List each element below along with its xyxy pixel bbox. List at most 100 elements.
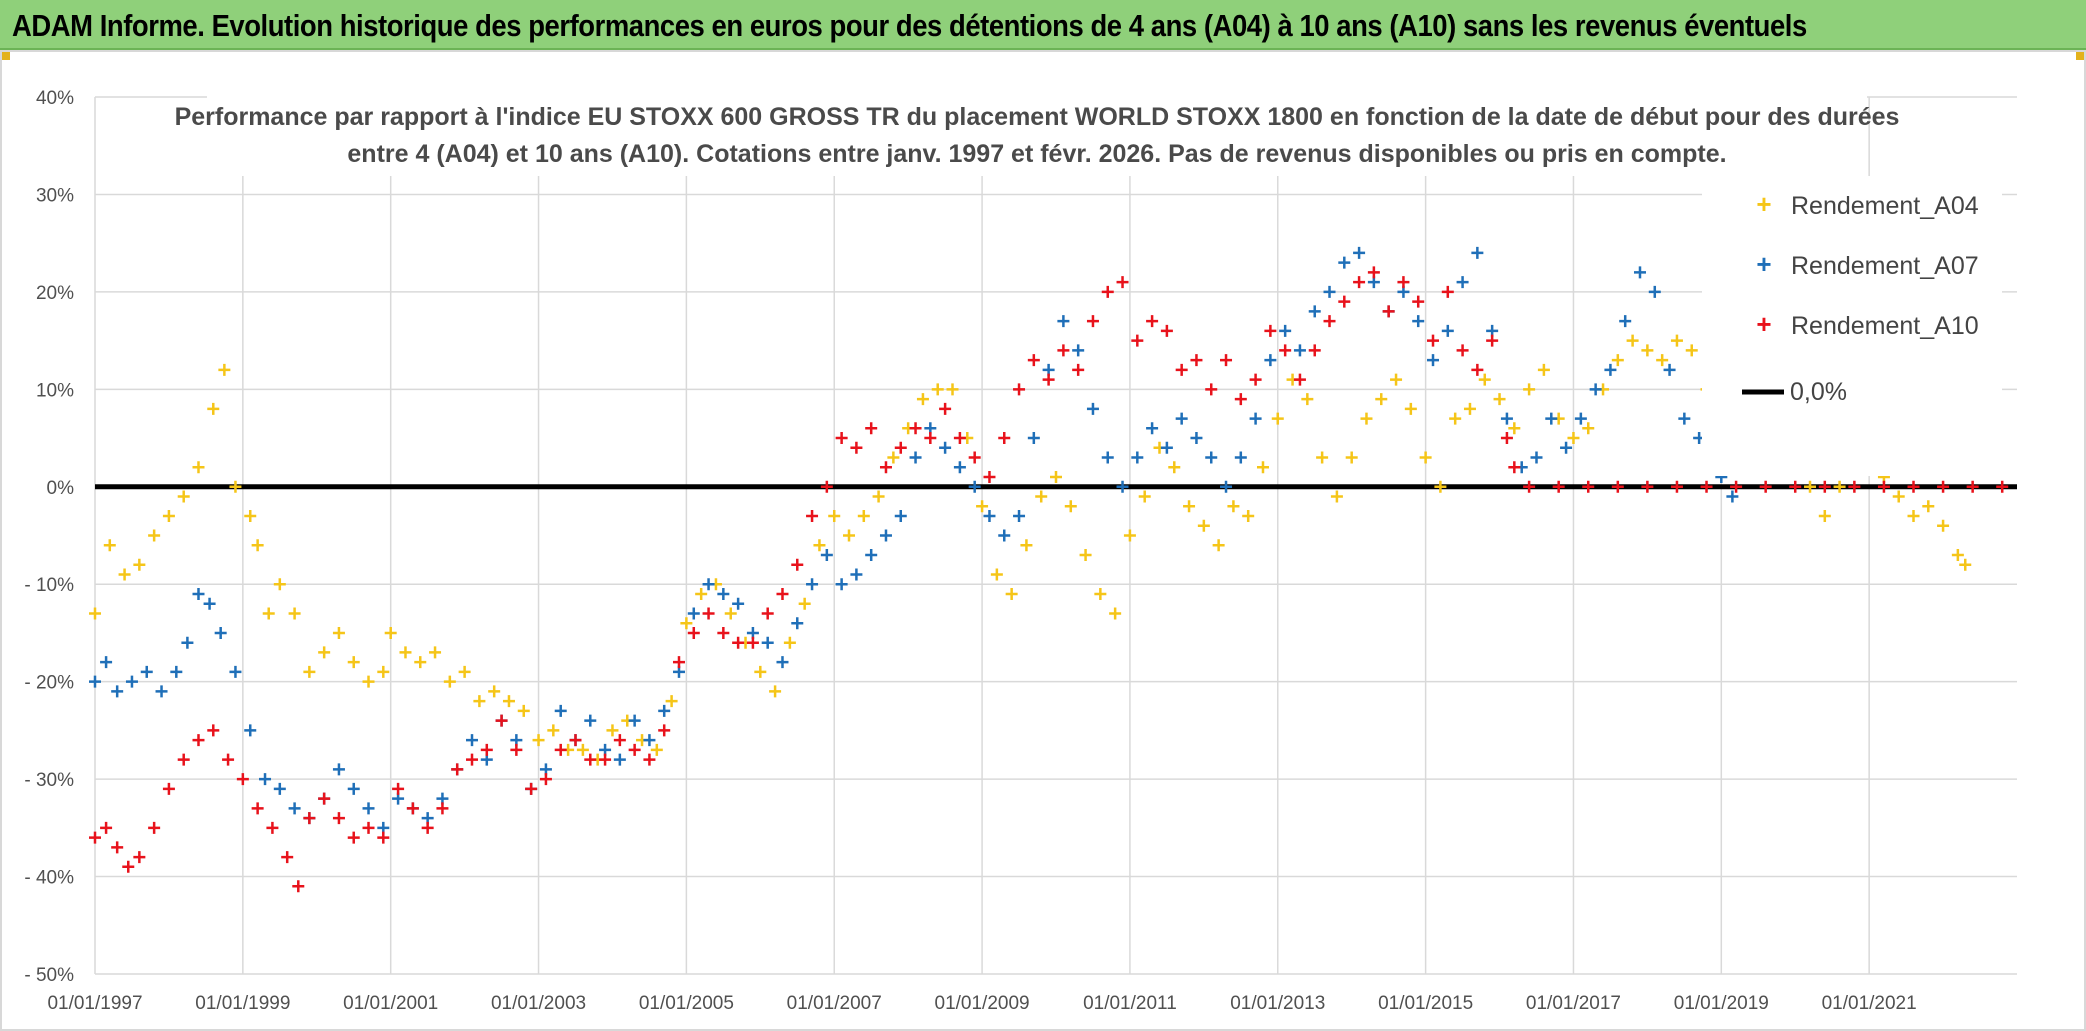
data-point (894, 441, 907, 454)
data-point (776, 656, 789, 669)
data-point (1427, 354, 1440, 367)
legend-item-A07: + Rendement_A07 (1756, 249, 1978, 280)
data-point (1670, 480, 1683, 493)
data-point (273, 578, 286, 591)
data-point (1818, 510, 1831, 523)
chart-title-line-1: Performance par rapport à l'indice EU ST… (175, 103, 1900, 131)
data-point (303, 665, 316, 678)
legend-marker-A04: + (1756, 189, 1771, 219)
data-point (584, 714, 597, 727)
data-point (192, 461, 205, 474)
data-point (820, 480, 833, 493)
data-point (532, 734, 545, 747)
data-point (643, 734, 656, 747)
data-point (628, 714, 641, 727)
data-point (1560, 441, 1573, 454)
data-point (177, 753, 190, 766)
data-point (262, 607, 275, 620)
data-point (89, 675, 101, 688)
data-point (887, 451, 900, 464)
data-point (547, 724, 560, 737)
data-point (843, 529, 856, 542)
series-Rendement_A07 (89, 246, 1739, 834)
data-point (850, 568, 863, 581)
data-point (1160, 324, 1173, 337)
data-point (89, 831, 101, 844)
x-tick-label: 01/01/2015 (1378, 993, 1473, 1014)
data-point (236, 773, 249, 786)
data-point (1205, 451, 1218, 464)
data-point (1101, 285, 1114, 298)
data-point (650, 743, 663, 756)
data-point (1308, 344, 1321, 357)
data-point (643, 753, 656, 766)
data-point (983, 510, 996, 523)
data-point (259, 773, 272, 786)
data-point (717, 587, 730, 600)
data-point (451, 763, 464, 776)
data-point (1589, 383, 1602, 396)
data-point (1123, 529, 1136, 542)
data-point (1523, 383, 1536, 396)
data-point (332, 763, 345, 776)
data-point (162, 782, 175, 795)
data-point (1552, 480, 1565, 493)
data-point (916, 393, 929, 406)
x-tick-label: 01/01/2021 (1822, 993, 1917, 1014)
data-point (584, 753, 597, 766)
data-point (1234, 451, 1247, 464)
data-point (968, 451, 981, 464)
data-point (458, 665, 471, 678)
x-tick-label: 01/01/2001 (343, 993, 438, 1014)
data-point (879, 529, 892, 542)
data-point (1197, 519, 1210, 532)
chart-frame: 40% 30% 20% 10% 0% - 10% - 20% - 30% - 40% - 50% … (0, 50, 2086, 1031)
data-point (244, 724, 257, 737)
y-tick-label: 40% (36, 88, 74, 109)
data-point (148, 821, 161, 834)
data-point (806, 510, 819, 523)
data-point (791, 617, 804, 630)
data-point (1027, 354, 1040, 367)
data-point (1079, 548, 1092, 561)
y-tick-label: 0% (47, 478, 75, 499)
data-point (798, 597, 811, 610)
data-point (909, 422, 922, 435)
data-point (1427, 334, 1440, 347)
legend-backdrop (1702, 176, 2002, 476)
data-point (362, 802, 375, 815)
data-point (1027, 432, 1040, 445)
data-point (1471, 363, 1484, 376)
data-point (1567, 432, 1580, 445)
data-point (776, 587, 789, 600)
data-point (1323, 315, 1336, 328)
data-point (1190, 432, 1203, 445)
data-point (1486, 334, 1499, 347)
data-point (953, 461, 966, 474)
x-tick-label: 01/01/1997 (47, 993, 142, 1014)
data-point (1966, 480, 1979, 493)
data-point (613, 753, 626, 766)
data-point (754, 665, 767, 678)
data-point (1360, 412, 1373, 425)
data-point (1848, 480, 1861, 493)
data-point (192, 587, 205, 600)
data-point (1279, 344, 1292, 357)
data-point (820, 548, 833, 561)
data-point (288, 607, 301, 620)
data-point (1678, 412, 1691, 425)
data-point (1537, 363, 1550, 376)
data-point (1168, 461, 1181, 474)
data-point (1264, 354, 1277, 367)
data-point (606, 724, 619, 737)
y-tick-label: - 30% (24, 770, 74, 791)
data-point (466, 734, 479, 747)
data-point (806, 578, 819, 591)
data-point (251, 539, 264, 552)
data-point (303, 812, 316, 825)
x-axis-ticks: 01/01/1997 01/01/1999 01/01/2001 01/01/2003… (47, 993, 1916, 1014)
y-tick-label: - 20% (24, 673, 74, 694)
data-point (1271, 412, 1284, 425)
data-point (1264, 324, 1277, 337)
data-point (436, 802, 449, 815)
